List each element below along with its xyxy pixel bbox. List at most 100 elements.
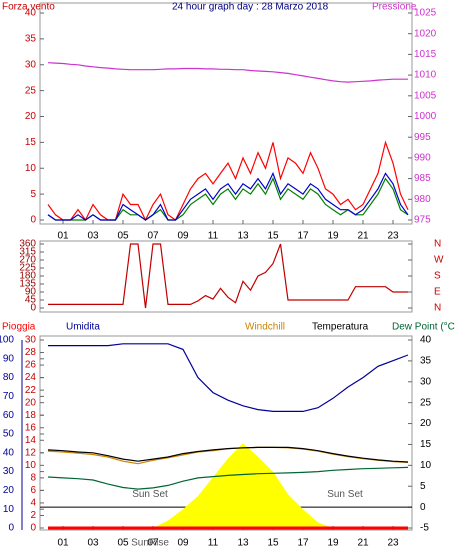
y2ticks-label: 1010	[414, 70, 437, 81]
x-tick-label: 01	[57, 231, 69, 242]
x-tick-label: 03	[87, 231, 99, 242]
chart-title: 24 hour graph day : 28 Marzo 2018	[172, 2, 329, 13]
legend-entry: Umidita	[66, 322, 100, 333]
series-line	[47, 466, 409, 490]
y2ticks-label: 15	[420, 439, 432, 450]
y3ticks-label: 10	[25, 460, 37, 471]
y2ticks-label: 40	[420, 335, 432, 346]
y2ticks-label: 995	[414, 132, 431, 143]
x-tick-label: 05	[117, 538, 129, 549]
yticks-label: 80	[3, 372, 15, 383]
yticks-label: 225	[19, 263, 36, 274]
y2ticks-label: 10	[420, 460, 432, 471]
x-tick-label: 15	[267, 231, 279, 242]
y3ticks-label: 26	[25, 360, 37, 371]
y2ticks-label: 35	[420, 356, 432, 367]
y2ticks-label: N	[434, 239, 441, 250]
legend-entry: Dew Point (°C	[392, 322, 455, 333]
yticks-label: 70	[3, 391, 15, 402]
y2ticks-label: 1020	[414, 28, 437, 39]
y3ticks-label: 28	[25, 347, 37, 358]
y2ticks-label: 5	[420, 481, 426, 492]
y2ticks-label: 990	[414, 153, 431, 164]
y3ticks-label: 8	[30, 473, 36, 484]
y2ticks-label: S	[434, 271, 441, 282]
yticks-label: 50	[3, 429, 15, 440]
x-tick-label: 11	[208, 538, 219, 549]
yticks-label: 135	[19, 279, 36, 290]
y2ticks-label: N	[434, 303, 441, 314]
direction-panel	[39, 240, 413, 313]
x-tick-label: 01	[57, 538, 69, 549]
y2ticks-label: 1005	[414, 90, 437, 101]
yticks-label: 10	[25, 163, 37, 174]
yticks-label: 15	[25, 137, 37, 148]
yticks-label: 5	[30, 189, 36, 200]
annotation: Sun Set	[327, 489, 363, 500]
yticks-label: 40	[25, 8, 37, 19]
x-tick-label: 23	[387, 231, 399, 242]
legend-entry: Pioggia	[2, 322, 36, 333]
y2ticks-label: 1015	[414, 49, 437, 60]
yticks-label: 20	[3, 485, 15, 496]
y2ticks-label: E	[434, 287, 441, 298]
y2ticks-label: 1000	[414, 111, 437, 122]
y3ticks-label: 24	[25, 372, 37, 383]
y3ticks-label: 0	[30, 523, 36, 534]
y2ticks-label: 975	[414, 215, 431, 226]
series-line	[48, 343, 409, 412]
x-tick-label: 15	[267, 538, 279, 549]
series-line	[47, 62, 408, 83]
x-tick-label: 07	[147, 231, 159, 242]
x-tick-label: 21	[357, 538, 369, 549]
area	[48, 443, 408, 528]
yticks-label: 0	[8, 523, 14, 534]
yticks-label: 270	[19, 255, 36, 266]
yticks-label: 25	[25, 85, 37, 96]
x-tick-label: 19	[327, 538, 339, 549]
y3ticks-label: 30	[25, 335, 37, 346]
y2ticks-label: 985	[414, 173, 431, 184]
y3ticks-label: 6	[30, 485, 36, 496]
yticks-label: 180	[19, 271, 36, 282]
legend-entry: Windchill	[245, 322, 285, 333]
legend-entry: Temperatura	[312, 322, 369, 333]
x-tick-label: 17	[297, 538, 309, 549]
yticks-label: 100	[0, 335, 14, 346]
wind-axis-label: Forza vento	[2, 2, 55, 13]
series-line	[48, 243, 408, 309]
y3ticks-label: 18	[25, 410, 37, 421]
y3ticks-label: 16	[25, 422, 37, 433]
yticks-label: 315	[19, 247, 36, 258]
x-tick-label: 23	[387, 538, 399, 549]
yticks-label: 20	[25, 111, 37, 122]
x-tick-label: 11	[208, 231, 219, 242]
yticks-label: 35	[25, 34, 37, 45]
y3ticks-label: 4	[30, 498, 36, 509]
x-tick-label: 19	[327, 231, 339, 242]
x-tick-label: 09	[177, 231, 189, 242]
y2ticks-label: 1025	[414, 8, 437, 19]
series-line	[47, 446, 409, 463]
yticks-label: 60	[3, 410, 15, 421]
x-tick-label: 05	[117, 231, 129, 242]
yticks-label: 0	[30, 303, 36, 314]
yticks-label: 10	[3, 504, 15, 515]
y2ticks-label: 30	[420, 376, 432, 387]
y2ticks-label: W	[434, 255, 444, 266]
y2ticks-label: 20	[420, 418, 432, 429]
x-tick-label: 03	[87, 538, 99, 549]
y2ticks-label: 25	[420, 397, 432, 408]
y2ticks-label: -5	[420, 523, 429, 534]
wind-panel	[39, 2, 413, 225]
x-tick-label: 13	[237, 538, 249, 549]
y3ticks-label: 12	[25, 447, 37, 458]
x-tick-label: 17	[297, 231, 309, 242]
y3ticks-label: 14	[25, 435, 37, 446]
yticks-label: 30	[25, 59, 37, 70]
yticks-label: 90	[3, 353, 15, 364]
x-tick-label: 13	[237, 231, 249, 242]
y3ticks-label: 22	[25, 385, 37, 396]
annotation: Sun Set	[132, 489, 168, 500]
